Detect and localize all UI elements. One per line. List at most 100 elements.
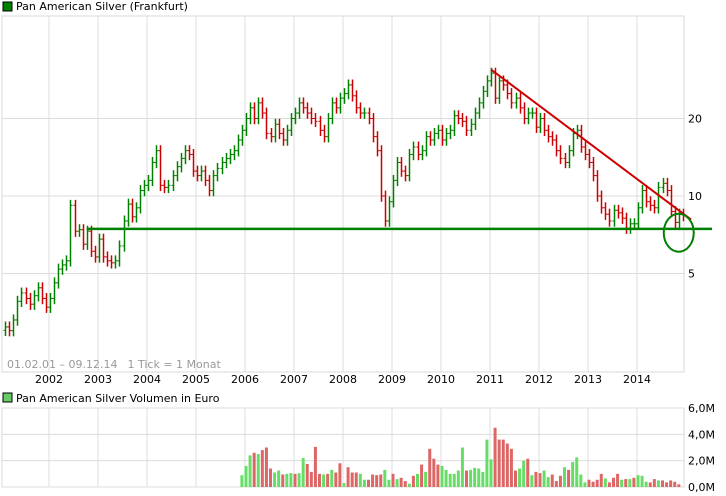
price-bar <box>583 141 588 161</box>
volume-bar <box>603 478 607 487</box>
x-tick-label: 2011 <box>476 373 504 386</box>
price-bar <box>158 145 163 192</box>
volume-bar <box>493 427 497 487</box>
price-bar <box>534 107 539 133</box>
volume-bar <box>505 443 509 487</box>
price-bar <box>387 196 392 227</box>
volume-bar <box>313 446 317 487</box>
price-bar <box>211 170 216 197</box>
volume-bar <box>428 448 432 487</box>
price-bar <box>616 204 621 219</box>
price-bar <box>424 131 429 157</box>
price-bar <box>248 102 253 125</box>
price-bar <box>171 170 176 192</box>
volume-bar <box>387 479 391 487</box>
price-bar <box>371 113 376 143</box>
volume-bar <box>342 483 346 487</box>
volume-bar <box>383 469 387 487</box>
price-bar <box>68 199 73 267</box>
volume-bar <box>628 479 632 487</box>
price-bar <box>383 190 388 227</box>
volume-bar <box>489 459 493 487</box>
volume-bar <box>248 455 252 487</box>
volume-bar <box>391 473 395 487</box>
price-legend-swatch <box>2 1 13 12</box>
volume-bar <box>481 471 485 487</box>
price-bar <box>126 198 131 227</box>
price-bar <box>403 165 408 182</box>
price-bar <box>24 287 29 305</box>
price-bar <box>134 202 139 223</box>
volume-bar <box>269 468 272 487</box>
x-tick-label: 2004 <box>133 373 161 386</box>
volume-bar <box>371 474 375 487</box>
volume-bar <box>305 463 309 487</box>
price-bar <box>256 97 261 125</box>
volume-bar <box>546 477 550 487</box>
price-bar <box>567 145 572 169</box>
price-bar <box>48 292 53 313</box>
volume-bar <box>465 470 468 487</box>
volume-bar <box>338 463 342 487</box>
price-bar <box>652 199 657 214</box>
volume-bar <box>407 483 411 487</box>
volume-bar <box>452 473 456 487</box>
price-bar <box>497 75 502 104</box>
volume-bar <box>575 457 579 487</box>
price-bar <box>187 145 192 161</box>
price-bar <box>334 97 339 114</box>
price-bar <box>358 102 363 119</box>
x-tick-label: 2014 <box>623 373 651 386</box>
volume-bar <box>473 467 477 487</box>
volume-bar <box>612 477 615 487</box>
volume-bar <box>571 461 575 487</box>
price-bar <box>36 282 41 302</box>
price-bar <box>146 174 151 192</box>
volume-bar <box>542 470 546 487</box>
price-bar <box>203 165 208 187</box>
volume-bar <box>632 477 636 487</box>
price-bar <box>620 207 625 224</box>
y-tick-label: 5 <box>688 268 695 281</box>
x-tick-label: 2008 <box>329 373 357 386</box>
volume-bar <box>358 473 362 487</box>
volume-bar <box>330 469 334 487</box>
price-bar <box>558 145 563 165</box>
date-range-label: 01.02.01 – 09.12.14 1 Tick = 1 Monat <box>7 358 221 371</box>
volume-bar <box>309 471 313 487</box>
price-bar <box>518 92 523 114</box>
price-bar <box>113 255 118 269</box>
volume-bar <box>448 473 452 487</box>
volume-bar <box>264 447 268 487</box>
volume-bar <box>403 481 407 487</box>
price-bar <box>191 149 196 177</box>
price-bar <box>612 204 617 227</box>
volume-bar <box>334 472 338 487</box>
price-bar <box>117 240 122 267</box>
volume-bar <box>326 473 330 487</box>
price-bar <box>395 156 400 187</box>
price-bar <box>587 149 592 169</box>
price-bar <box>7 321 12 337</box>
price-bar <box>162 179 167 194</box>
price-bar <box>207 174 212 197</box>
volume-bar <box>636 475 640 487</box>
price-bar <box>342 88 347 104</box>
price-annotations <box>86 68 712 253</box>
price-bar <box>224 152 229 169</box>
volume-chart-title: Pan American Silver Volumen in Euro <box>16 392 220 405</box>
volume-bar <box>301 458 305 487</box>
price-bars <box>3 67 686 337</box>
volume-bar <box>616 473 620 487</box>
volume-axis-labels: 6,0M 4,0M 2,0M 0,0M <box>688 402 715 494</box>
price-bar <box>460 113 465 128</box>
volume-bar <box>554 481 558 487</box>
price-bar <box>522 102 527 125</box>
volume-bar <box>362 479 366 487</box>
volume-bar <box>375 475 379 487</box>
volume-bar <box>644 481 648 487</box>
price-bar <box>264 107 269 140</box>
price-bar <box>11 314 16 337</box>
price-bar <box>166 179 171 194</box>
volume-bar <box>297 473 301 487</box>
